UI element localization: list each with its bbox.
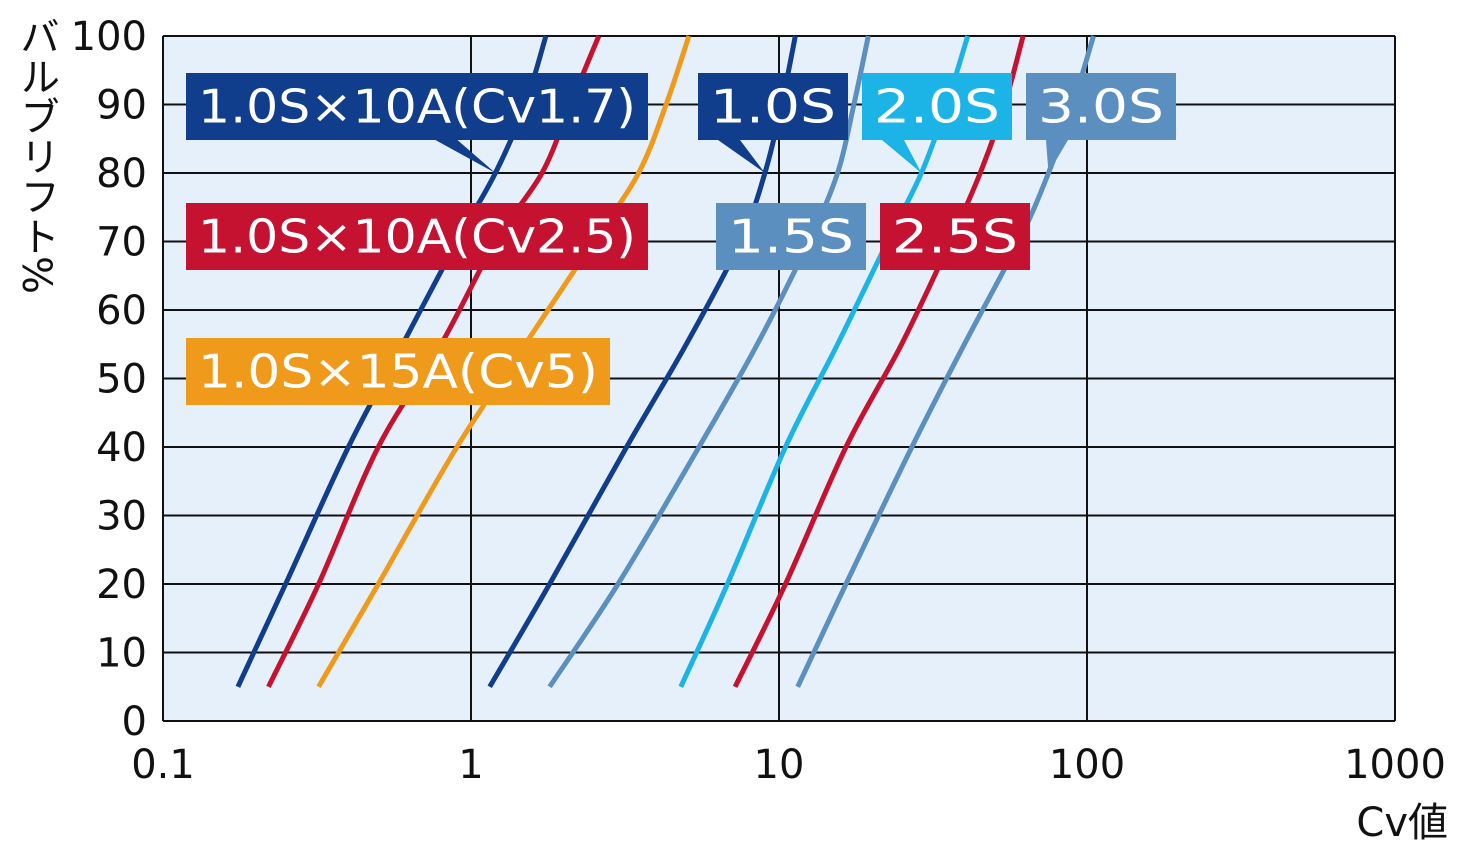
series-labels: 1.0S×10A(Cv1.7) 1.0S×10A(Cv2.5) 1.0S×15A(C… [186,73,1176,405]
y-tick-label: 10 [96,631,147,677]
series-label-5: 2.0S [862,73,1012,173]
label-text: 1.5S [728,210,854,264]
label-box [186,338,610,405]
y-tick-label: 70 [96,220,147,266]
series-label-4: 1.5S [716,203,866,270]
y-tick-label: 40 [96,425,147,471]
label-text: 1.0S [710,80,836,134]
x-tick-label: 0.1 [131,742,195,788]
label-pointer [882,140,922,173]
series-label-3: 1.0S [698,73,848,173]
label-box [862,73,1012,140]
label-box [186,73,648,140]
y-tick-label: 100 [71,14,147,60]
x-tick-label: 10 [754,742,805,788]
label-text: 1.0S×10A(Cv1.7) [198,80,636,134]
y-tick-label: 60 [96,288,147,334]
label-pointer [435,140,496,173]
series-line-4 [547,35,871,689]
label-text: 2.5S [892,210,1018,264]
label-box [698,73,848,140]
y-tick-label: 30 [96,494,147,540]
label-box [880,203,1030,270]
label-box [716,203,866,270]
x-tick-label: 1000 [1344,742,1446,788]
label-text: 1.0S×10A(Cv2.5) [198,210,636,264]
label-box [186,203,648,270]
label-pointer [718,140,765,173]
series-label-1: 1.0S×10A(Cv2.5) [186,203,648,270]
x-axis-title: Cv値 [1356,800,1448,846]
x-tick-label: 1 [458,742,483,788]
series-label-2: 1.0S×15A(Cv5) [186,338,610,405]
label-text: 3.0S [1038,80,1164,134]
axes: バルブリフト% Cv値 0 10 20 30 40 50 60 70 80 90 100 0.1 1 10… [13,14,1448,846]
y-tick-label: 90 [96,83,147,129]
series-label-7: 3.0S [1026,73,1176,173]
series-label-0: 1.0S×10A(Cv1.7) [186,73,648,173]
label-text: 2.0S [874,80,1000,134]
y-tick-label: 80 [96,151,147,197]
series-line-2 [316,35,692,689]
label-pointer [1046,140,1068,173]
series-label-6: 2.5S [880,203,1030,270]
y-tick-label: 0 [122,699,147,745]
label-box [1026,73,1176,140]
y-axis-title: バルブリフト% [13,16,59,294]
y-tick-label: 50 [96,357,147,403]
label-text: 1.0S×15A(Cv5) [198,345,598,399]
x-tick-label: 100 [1049,742,1125,788]
y-tick-label: 20 [96,562,147,608]
